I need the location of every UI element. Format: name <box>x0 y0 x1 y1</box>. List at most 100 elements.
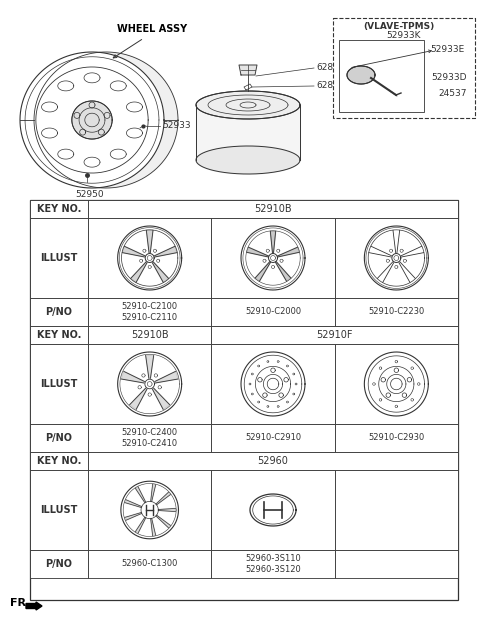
Text: 52933: 52933 <box>162 122 191 130</box>
Bar <box>211 298 335 326</box>
Bar <box>335 298 458 326</box>
Text: P/NO: P/NO <box>46 559 72 569</box>
Polygon shape <box>126 128 143 138</box>
FancyArrow shape <box>26 602 42 610</box>
Text: P/NO: P/NO <box>46 307 72 317</box>
Polygon shape <box>58 149 74 159</box>
Polygon shape <box>125 500 142 507</box>
Polygon shape <box>110 149 126 159</box>
Bar <box>335 218 458 298</box>
Polygon shape <box>146 230 153 253</box>
Bar <box>88 452 458 470</box>
Bar <box>30 550 88 578</box>
Bar <box>339 40 424 112</box>
Polygon shape <box>158 509 176 512</box>
Text: WHEEL ASSY: WHEEL ASSY <box>117 24 187 34</box>
Bar <box>30 452 88 470</box>
Polygon shape <box>84 73 100 83</box>
Bar <box>88 470 211 550</box>
Text: FR.: FR. <box>10 598 31 608</box>
Bar <box>335 424 458 452</box>
Polygon shape <box>131 262 147 282</box>
Bar <box>211 326 458 344</box>
Polygon shape <box>126 102 143 112</box>
Text: 52910B: 52910B <box>131 330 168 340</box>
Polygon shape <box>42 128 58 138</box>
Polygon shape <box>270 231 276 253</box>
Text: ILLUST: ILLUST <box>40 379 78 389</box>
Polygon shape <box>42 102 58 112</box>
Bar <box>211 470 335 550</box>
Bar <box>211 218 335 298</box>
Bar <box>88 218 211 298</box>
Polygon shape <box>20 52 164 188</box>
Bar <box>335 550 458 578</box>
Polygon shape <box>196 105 300 160</box>
Bar <box>30 424 88 452</box>
Polygon shape <box>151 519 156 536</box>
Text: ILLUST: ILLUST <box>40 505 78 515</box>
Polygon shape <box>156 515 170 528</box>
Polygon shape <box>110 81 126 91</box>
Polygon shape <box>151 485 156 502</box>
Polygon shape <box>255 261 271 281</box>
Text: 52933K: 52933K <box>387 30 421 40</box>
Bar <box>30 218 88 298</box>
Polygon shape <box>72 101 112 139</box>
Text: 52933E: 52933E <box>431 46 465 54</box>
Text: 52933D: 52933D <box>432 74 467 82</box>
Text: 52950: 52950 <box>76 190 104 199</box>
Text: 62852: 62852 <box>316 82 345 90</box>
Text: 52910B: 52910B <box>254 204 292 214</box>
Text: 52910-C2100
52910-C2110: 52910-C2100 52910-C2110 <box>121 302 178 323</box>
Polygon shape <box>239 65 257 75</box>
Text: KEY NO.: KEY NO. <box>37 456 81 466</box>
Text: 52910F: 52910F <box>316 330 353 340</box>
Polygon shape <box>58 81 74 91</box>
Polygon shape <box>152 262 168 282</box>
Polygon shape <box>196 146 300 174</box>
Text: 52960-C1300: 52960-C1300 <box>121 559 178 569</box>
Bar <box>335 344 458 424</box>
Polygon shape <box>135 487 146 503</box>
Bar <box>333 18 475 118</box>
Bar <box>30 298 88 326</box>
Text: 52910-C2930: 52910-C2930 <box>368 433 424 442</box>
Bar <box>88 344 211 424</box>
Polygon shape <box>135 517 146 533</box>
Text: ILLUST: ILLUST <box>40 253 78 263</box>
Polygon shape <box>145 355 154 378</box>
Bar <box>211 424 335 452</box>
Polygon shape <box>247 247 268 257</box>
Bar <box>211 550 335 578</box>
Bar <box>88 424 211 452</box>
Bar <box>30 470 88 550</box>
Polygon shape <box>347 66 375 84</box>
Text: 52910-C2910: 52910-C2910 <box>245 433 301 442</box>
Polygon shape <box>130 388 147 410</box>
Polygon shape <box>276 261 291 281</box>
Bar <box>30 344 88 424</box>
Text: 52910-C2400
52910-C2410: 52910-C2400 52910-C2410 <box>121 428 178 449</box>
Polygon shape <box>155 247 177 257</box>
Polygon shape <box>125 512 142 520</box>
Bar <box>30 200 88 218</box>
Text: 52960-3S110
52960-3S120: 52960-3S110 52960-3S120 <box>245 554 301 574</box>
Text: 52910-C2230: 52910-C2230 <box>368 308 424 316</box>
Bar <box>30 326 88 344</box>
Polygon shape <box>122 247 145 257</box>
Polygon shape <box>156 492 170 505</box>
Polygon shape <box>196 91 300 119</box>
Text: KEY NO.: KEY NO. <box>37 204 81 214</box>
Bar <box>88 550 211 578</box>
Text: (VLAVE-TPMS): (VLAVE-TPMS) <box>363 22 434 30</box>
Polygon shape <box>84 157 100 167</box>
Polygon shape <box>121 371 144 383</box>
Bar <box>88 326 211 344</box>
Text: P/NO: P/NO <box>46 433 72 443</box>
Polygon shape <box>250 494 296 526</box>
Polygon shape <box>155 371 178 383</box>
Text: 52960: 52960 <box>258 456 288 466</box>
Bar <box>335 470 458 550</box>
Text: 62850: 62850 <box>316 64 345 72</box>
